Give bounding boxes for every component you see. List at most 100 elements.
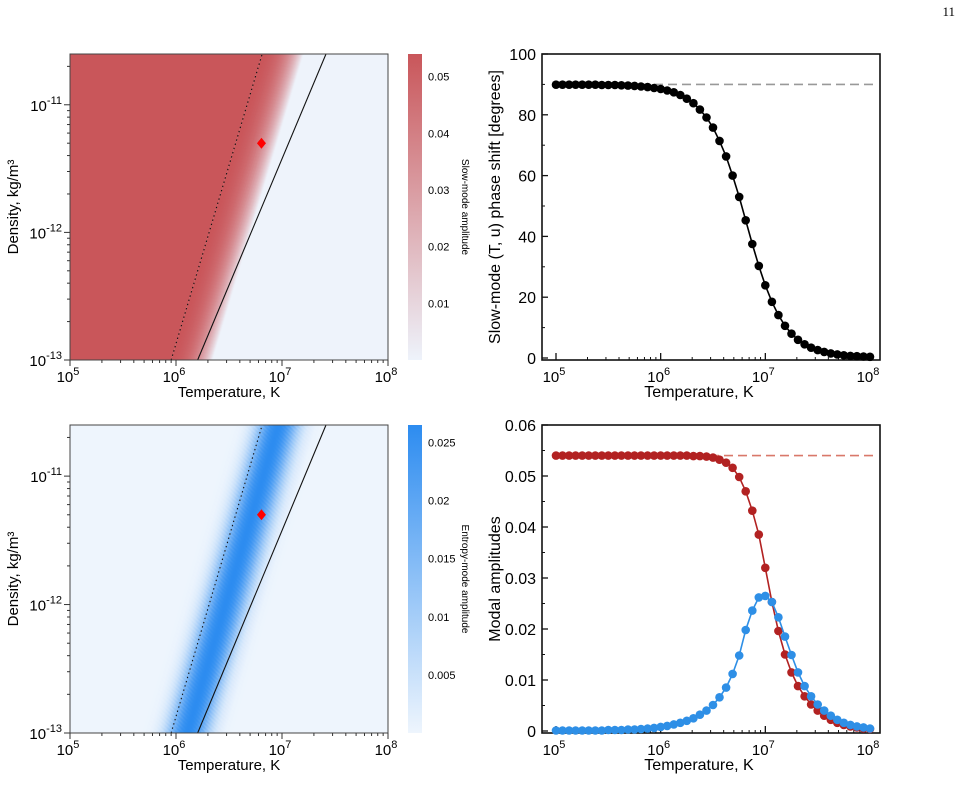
x-tick-label: 108 bbox=[375, 366, 398, 386]
entropy-mode-gradient-strip bbox=[163, 425, 257, 733]
tick-exponent: 6 bbox=[179, 366, 185, 378]
data-point bbox=[761, 563, 770, 573]
tick-exponent: 8 bbox=[391, 739, 397, 751]
data-point bbox=[689, 451, 698, 461]
data-point bbox=[597, 451, 607, 460]
x-tick-label: 108 bbox=[857, 739, 880, 759]
entropy-mode-gradient-strip bbox=[158, 425, 252, 733]
solid-boundary-line bbox=[197, 54, 327, 360]
data-point bbox=[630, 451, 639, 460]
slow-mode-gradient-strip bbox=[198, 54, 292, 360]
data-point bbox=[787, 668, 796, 677]
y-axis-label: Density, kg/m³ bbox=[5, 532, 22, 627]
data-point bbox=[734, 192, 744, 202]
data-point bbox=[577, 80, 587, 89]
data-point bbox=[591, 80, 600, 89]
tick-exponent: 7 bbox=[769, 739, 775, 751]
data-point bbox=[610, 725, 620, 735]
tick-exponent: -12 bbox=[46, 222, 62, 234]
entropy-mode-gradient-strip bbox=[209, 425, 302, 733]
tick-base: 10 bbox=[30, 98, 47, 115]
colorbar-tick-label: 0.01 bbox=[428, 612, 449, 624]
data-point bbox=[793, 681, 803, 691]
data-point bbox=[558, 726, 567, 735]
entropy-mode-gradient-strip bbox=[165, 425, 259, 733]
data-point bbox=[741, 487, 750, 496]
data-point bbox=[610, 451, 620, 460]
x-tick-label: 106 bbox=[647, 366, 670, 386]
data-point bbox=[800, 681, 809, 691]
tick-exponent: -13 bbox=[46, 350, 62, 362]
y-tick-label: 100 bbox=[509, 47, 536, 64]
data-point bbox=[558, 80, 567, 89]
tick-base: 10 bbox=[57, 369, 74, 386]
slow-mode-amplitude-map: 105 106 107 10810-1310-1210-11Temperature, … bbox=[5, 53, 470, 401]
data-point bbox=[617, 451, 626, 460]
entropy-mode-gradient-strip bbox=[210, 425, 304, 733]
tick-base: 10 bbox=[30, 469, 47, 486]
tick-exponent: 7 bbox=[769, 366, 775, 378]
entropy-mode-gradient-strip bbox=[214, 425, 307, 733]
y-tick-label: 40 bbox=[518, 229, 536, 246]
y-tick-label: 10-11 bbox=[30, 95, 62, 115]
entropy-mode-gradient-strip bbox=[201, 425, 295, 733]
data-point bbox=[604, 80, 613, 90]
data-point bbox=[623, 725, 633, 734]
data-point bbox=[761, 591, 770, 601]
x-tick-label: 108 bbox=[375, 739, 398, 759]
data-point bbox=[689, 98, 698, 108]
heatmap-field bbox=[70, 425, 388, 733]
data-point bbox=[715, 693, 724, 702]
data-point bbox=[662, 721, 672, 731]
data-point bbox=[591, 451, 600, 460]
tick-exponent: 5 bbox=[559, 739, 565, 751]
dotted-boundary-line bbox=[170, 425, 263, 733]
data-point bbox=[702, 452, 711, 461]
data-point bbox=[682, 94, 692, 103]
tick-base: 10 bbox=[543, 369, 560, 386]
slow-mode-gradient-strip bbox=[210, 54, 303, 360]
tick-exponent: 6 bbox=[664, 366, 670, 378]
y-tick-label: 0.04 bbox=[505, 520, 536, 537]
y-tick-label: 60 bbox=[518, 169, 536, 186]
x-axis-label: Temperature, K bbox=[644, 757, 754, 774]
data-point bbox=[604, 725, 613, 735]
data-point bbox=[656, 84, 665, 94]
slow-mode-saturated-region bbox=[70, 54, 263, 360]
y-tick-label: 0 bbox=[527, 351, 536, 368]
data-point bbox=[656, 451, 665, 460]
data-point bbox=[617, 81, 626, 90]
y-tick-label: 0.05 bbox=[505, 469, 536, 486]
x-tick-label: 105 bbox=[543, 366, 566, 386]
x-tick-label: 106 bbox=[163, 366, 186, 386]
tick-base: 10 bbox=[543, 742, 560, 759]
dotted-boundary-line bbox=[170, 54, 263, 360]
data-point bbox=[656, 722, 665, 732]
tick-exponent: 6 bbox=[664, 739, 670, 751]
y-tick-label: 10-13 bbox=[29, 723, 62, 743]
x-tick-label: 108 bbox=[857, 366, 880, 386]
axes-frame bbox=[69, 53, 389, 361]
tick-base: 10 bbox=[375, 742, 392, 759]
data-point bbox=[636, 451, 646, 460]
data-point bbox=[676, 718, 685, 728]
data-point bbox=[734, 472, 744, 482]
data-point bbox=[767, 297, 777, 307]
entropy-mode-gradient-strip bbox=[211, 425, 305, 733]
tick-base: 10 bbox=[857, 742, 874, 759]
data-point bbox=[833, 715, 842, 725]
colorbar-tick-label: 0.005 bbox=[428, 670, 456, 682]
data-point bbox=[728, 463, 737, 473]
data-point bbox=[800, 340, 809, 349]
entropy-mode-gradient-strip bbox=[203, 425, 297, 733]
y-tick-label: 0.02 bbox=[505, 622, 536, 639]
colorbar-tick-label: 0.01 bbox=[428, 298, 449, 310]
slow-mode-gradient-strip bbox=[196, 54, 290, 360]
entropy-mode-gradient-strip bbox=[154, 425, 248, 733]
data-point bbox=[669, 88, 679, 97]
data-point bbox=[852, 722, 862, 731]
data-point bbox=[708, 123, 718, 132]
data-point bbox=[806, 700, 816, 709]
entropy-mode-gradient-strip bbox=[216, 425, 310, 733]
